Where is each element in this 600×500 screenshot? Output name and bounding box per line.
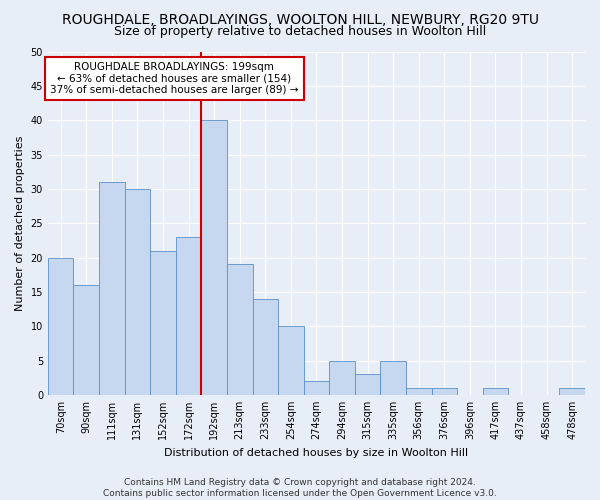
Bar [253,299,278,395]
Bar [202,120,227,395]
Bar [355,374,380,395]
Bar [482,388,508,395]
Bar [380,360,406,395]
Bar [176,237,202,395]
Bar [329,360,355,395]
Y-axis label: Number of detached properties: Number of detached properties [15,136,25,311]
Text: ROUGHDALE, BROADLAYINGS, WOOLTON HILL, NEWBURY, RG20 9TU: ROUGHDALE, BROADLAYINGS, WOOLTON HILL, N… [62,12,539,26]
Bar [73,285,99,395]
X-axis label: Distribution of detached houses by size in Woolton Hill: Distribution of detached houses by size … [164,448,469,458]
Text: Size of property relative to detached houses in Woolton Hill: Size of property relative to detached ho… [114,25,486,38]
Bar [227,264,253,395]
Bar [150,250,176,395]
Bar [48,258,73,395]
Bar [406,388,431,395]
Text: Contains HM Land Registry data © Crown copyright and database right 2024.
Contai: Contains HM Land Registry data © Crown c… [103,478,497,498]
Bar [125,189,150,395]
Bar [99,182,125,395]
Bar [431,388,457,395]
Bar [278,326,304,395]
Text: ROUGHDALE BROADLAYINGS: 199sqm
← 63% of detached houses are smaller (154)
37% of: ROUGHDALE BROADLAYINGS: 199sqm ← 63% of … [50,62,298,95]
Bar [559,388,585,395]
Bar [304,381,329,395]
